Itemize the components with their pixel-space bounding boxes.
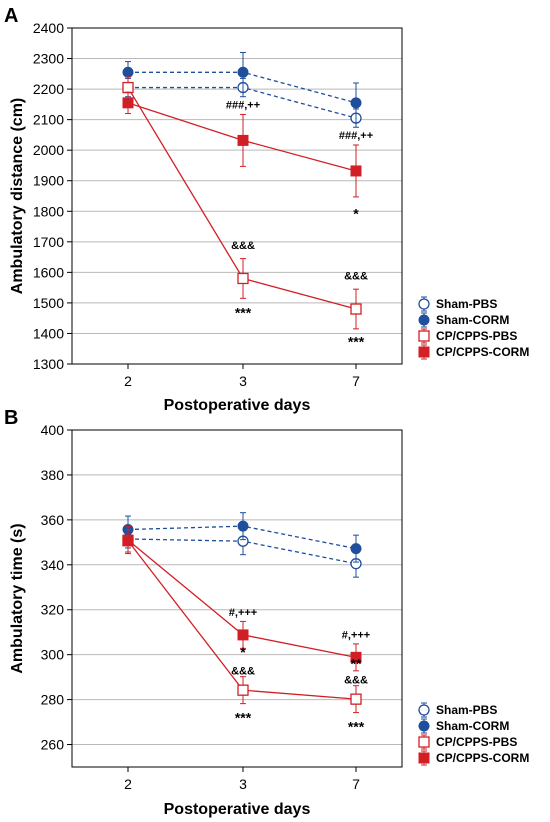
legend-marker xyxy=(418,704,430,716)
data-point xyxy=(237,520,249,532)
plot-frame xyxy=(71,429,403,768)
y-tick-label: 2000 xyxy=(33,142,64,158)
significance-annotation: #,+++ xyxy=(229,607,257,619)
significance-annotation: *** xyxy=(235,709,252,725)
data-point xyxy=(237,629,249,641)
x-tick-label: 7 xyxy=(352,776,360,792)
legend-marker xyxy=(418,330,430,342)
x-axis-label: Postoperative days xyxy=(164,397,311,414)
significance-annotation: &&& xyxy=(231,240,255,252)
significance-annotation: #,+++ xyxy=(342,629,370,641)
y-tick-label: 300 xyxy=(41,647,65,663)
x-tick-label: 7 xyxy=(352,373,360,389)
significance-annotation: * xyxy=(353,205,359,221)
significance-annotation: ###,++ xyxy=(339,130,373,142)
significance-annotation: ###,++ xyxy=(226,99,260,111)
x-axis-label: Postoperative days xyxy=(164,801,311,818)
y-tick-label: 1300 xyxy=(33,356,64,372)
y-tick-label: 1500 xyxy=(33,295,64,311)
data-point xyxy=(237,684,249,696)
panel-b: B 260 280 300 320 340 360 380 400 2 3 7 Postoperati… xyxy=(4,407,529,818)
y-tick-label: 280 xyxy=(41,692,65,708)
y-axis-label: Ambulatory time (s) xyxy=(9,523,26,673)
y-tick-label: 1600 xyxy=(33,264,64,280)
legend-label: Sham-CORM xyxy=(436,719,509,733)
y-tick-label: 2100 xyxy=(33,112,64,128)
significance-annotation: ** xyxy=(351,655,362,671)
data-point xyxy=(350,97,362,109)
x-tick-label: 3 xyxy=(239,373,247,389)
data-point xyxy=(350,693,362,705)
legend-marker xyxy=(418,736,430,748)
significance-annotation: * xyxy=(240,644,246,660)
y-tick-label: 1700 xyxy=(33,234,64,250)
legend-label: Sham-PBS xyxy=(436,703,497,717)
y-tick-label: 320 xyxy=(41,602,65,618)
x-tick-label: 3 xyxy=(239,776,247,792)
data-point xyxy=(350,651,362,663)
significance-annotation: *** xyxy=(348,334,365,350)
plot-frame xyxy=(71,27,403,365)
significance-annotation: &&& xyxy=(344,674,368,686)
panel-b-letter: B xyxy=(4,407,18,429)
y-tick-label: 360 xyxy=(41,512,65,528)
legend-marker xyxy=(418,298,430,310)
legend-marker xyxy=(418,346,430,358)
significance-annotation: *** xyxy=(348,718,365,734)
y-tick-label: 260 xyxy=(41,737,65,753)
significance-annotation: *** xyxy=(235,305,252,321)
significance-annotation: &&& xyxy=(344,270,368,282)
x-tick-label: 2 xyxy=(124,373,132,389)
significance-annotation: &&& xyxy=(231,665,255,677)
y-tick-label: 2400 xyxy=(33,20,64,36)
legend-label: Sham-PBS xyxy=(436,297,497,311)
legend-label: CP/CPPS-PBS xyxy=(436,735,517,749)
y-tick-label: 340 xyxy=(41,557,65,573)
data-point xyxy=(122,97,134,109)
data-point xyxy=(350,303,362,315)
data-point xyxy=(122,81,134,94)
y-tick-label: 2200 xyxy=(33,81,64,97)
x-tick-label: 2 xyxy=(124,776,132,792)
legend-label: CP/CPPS-CORM xyxy=(436,751,529,765)
y-tick-label: 1800 xyxy=(33,203,64,219)
data-point xyxy=(122,534,134,546)
data-point xyxy=(237,134,249,146)
y-tick-label: 1900 xyxy=(33,173,64,189)
legend-label: CP/CPPS-PBS xyxy=(436,329,517,343)
y-axis-label: Ambulatory distance (cm) xyxy=(9,98,26,294)
y-tick-label: 400 xyxy=(41,422,65,438)
data-point xyxy=(350,165,362,177)
legend-label: CP/CPPS-CORM xyxy=(436,345,529,359)
data-point xyxy=(350,543,362,555)
data-point xyxy=(237,272,249,285)
data-point xyxy=(122,66,134,78)
legend-label: Sham-CORM xyxy=(436,313,509,327)
panel-a-letter: A xyxy=(4,5,18,27)
y-tick-label: 1400 xyxy=(33,325,64,341)
legend-marker xyxy=(418,752,430,764)
legend-marker xyxy=(418,314,430,326)
data-point xyxy=(237,66,249,78)
legend-marker xyxy=(418,720,430,732)
panel-a: A 13001400150016001700180019002000210022… xyxy=(4,5,529,414)
y-tick-label: 380 xyxy=(41,467,65,483)
y-tick-label: 2300 xyxy=(33,51,64,67)
